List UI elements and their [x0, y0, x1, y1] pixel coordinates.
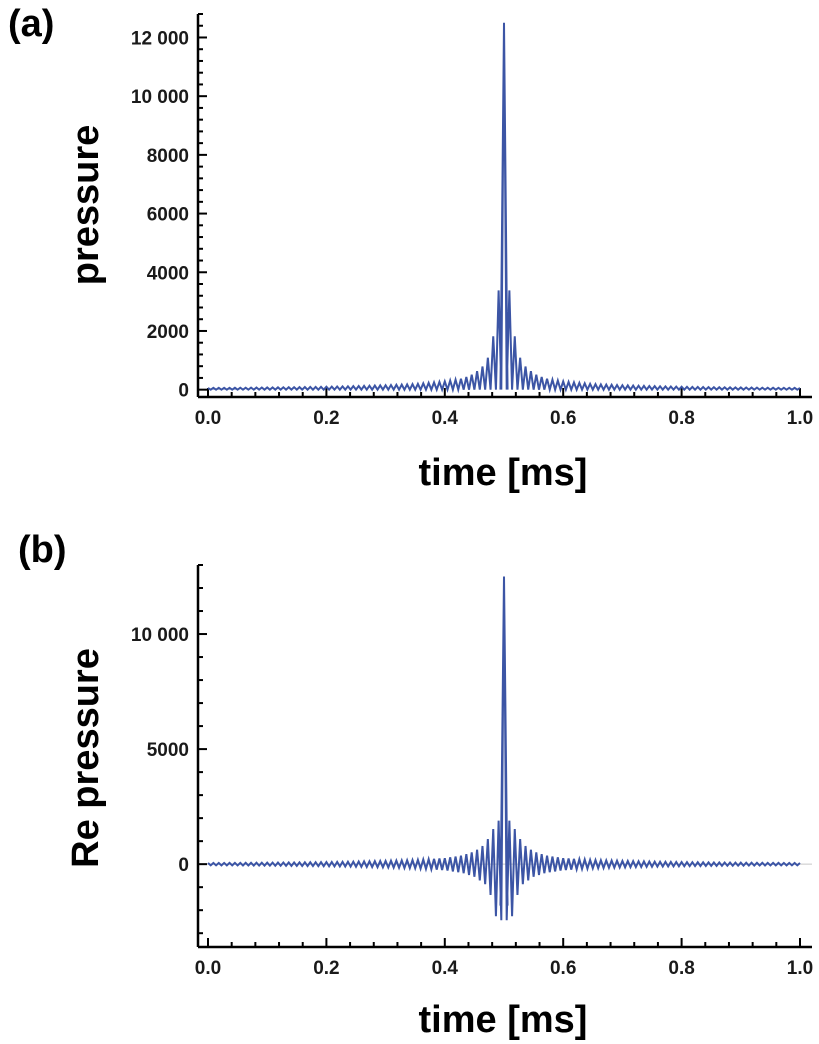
y-tick-label: 12 000 [131, 28, 189, 49]
x-tick-label: 0.2 [313, 408, 339, 429]
y-tick-label: 0 [178, 381, 189, 402]
x-tick-label: 0.0 [195, 408, 221, 429]
panel-label-b: (b) [18, 529, 67, 571]
x-tick-label: 0.8 [668, 408, 694, 429]
y-tick-label: 10 000 [131, 87, 189, 108]
y-axis-title-a: pressure [65, 125, 107, 286]
y-tick-labels-a: 0 2000 4000 6000 8000 10 000 12 000 [131, 28, 189, 401]
x-ticks-a [207, 388, 801, 397]
chart-panel-a: (a) pressure time [ms] 0.0 0.2 0.4 0.6 0… [8, 3, 813, 494]
y-tick-label: 4000 [147, 263, 189, 284]
y-tick-label: 8000 [147, 146, 189, 167]
x-tick-label: 0.0 [195, 958, 221, 979]
series-line-a [207, 22, 801, 394]
x-tick-label: 0.6 [550, 408, 576, 429]
y-ticks-b [198, 564, 207, 935]
series-line-b [207, 576, 801, 921]
x-tick-label: 1.0 [787, 958, 813, 979]
x-tick-label: 0.2 [313, 958, 339, 979]
x-tick-label: 0.6 [550, 958, 576, 979]
y-ticks-a [198, 13, 207, 391]
x-axis-title-a: time [ms] [419, 452, 588, 494]
x-tick-label: 0.8 [668, 958, 694, 979]
x-tick-label: 1.0 [787, 408, 813, 429]
x-tick-label: 0.4 [432, 958, 459, 979]
y-tick-label: 10 000 [131, 625, 189, 646]
chart-panel-b: (b) Re pressure time [ms] 0.0 0.2 0.4 0.… [18, 529, 813, 1041]
y-tick-label: 2000 [147, 322, 189, 343]
x-tick-label: 0.4 [432, 408, 459, 429]
y-tick-label: 5000 [147, 740, 189, 761]
y-axis-title-b: Re pressure [65, 648, 107, 868]
panel-label-a: (a) [8, 3, 54, 45]
x-tick-labels-b: 0.0 0.2 0.4 0.6 0.8 1.0 [195, 958, 813, 979]
y-tick-label: 6000 [147, 205, 189, 226]
x-ticks-b [207, 938, 801, 947]
x-tick-labels-a: 0.0 0.2 0.4 0.6 0.8 1.0 [195, 408, 813, 429]
y-tick-labels-b: 0 5000 10 000 [131, 625, 189, 876]
x-axis-title-b: time [ms] [419, 999, 588, 1041]
y-tick-label: 0 [178, 855, 189, 876]
